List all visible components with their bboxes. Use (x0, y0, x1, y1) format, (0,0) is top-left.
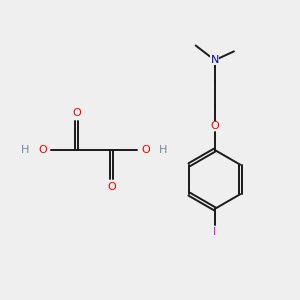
Text: O: O (141, 145, 150, 155)
Text: H: H (159, 145, 167, 155)
Text: O: O (72, 108, 81, 118)
Text: O: O (38, 145, 47, 155)
Text: O: O (210, 121, 219, 131)
Text: I: I (213, 226, 216, 237)
Text: N: N (211, 55, 219, 65)
Text: H: H (21, 145, 29, 155)
Text: O: O (107, 182, 116, 192)
